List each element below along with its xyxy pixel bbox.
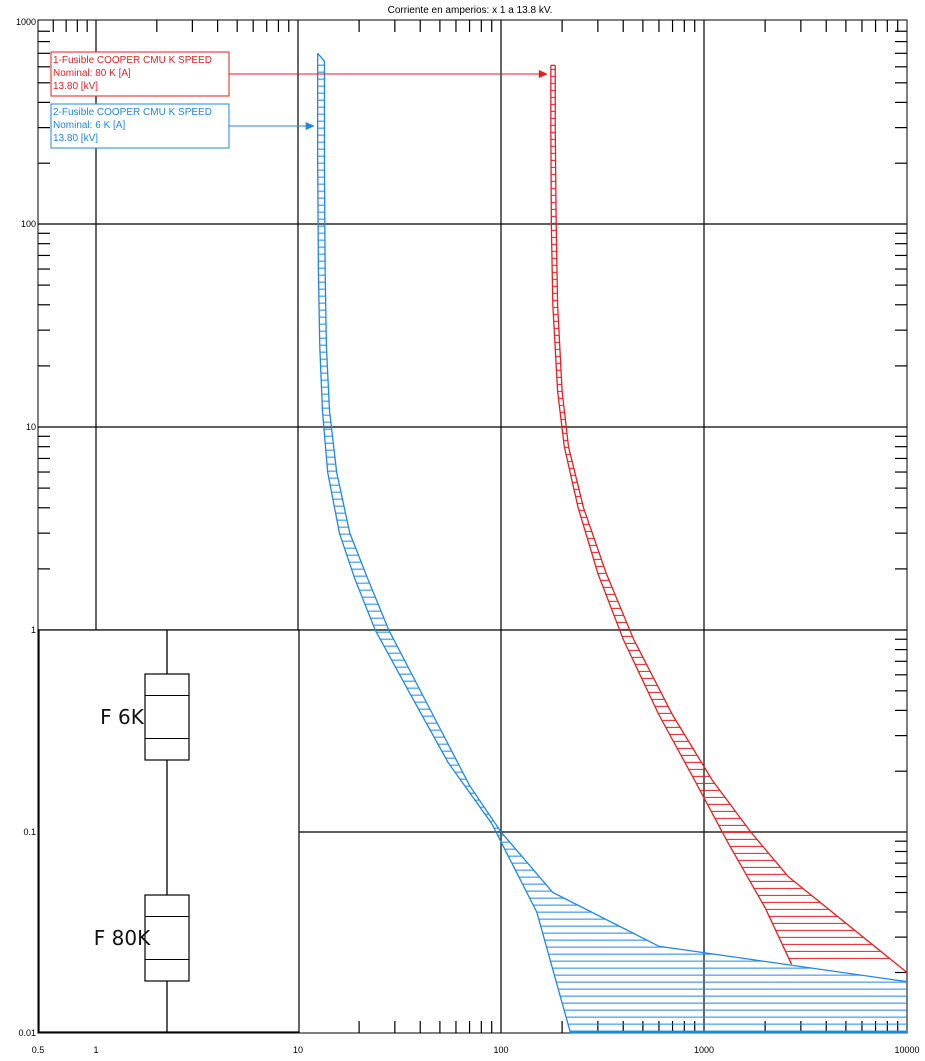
legend-box xyxy=(50,103,230,149)
legend-series-1: 1-Fusible COOPER CMU K SPEED Nominal: 80 … xyxy=(50,51,548,97)
curves xyxy=(317,52,908,1034)
x-tick-label: 10000 xyxy=(894,1045,919,1055)
legend-text-line: 2-Fusible COOPER CMU K SPEED xyxy=(53,107,212,118)
y-tick-label: 10 xyxy=(26,422,36,432)
x-tick-label: 0.5 xyxy=(32,1045,45,1055)
fuse-symbol xyxy=(144,673,190,761)
plot-frame xyxy=(37,19,908,1034)
legend-arrow-head xyxy=(305,122,315,130)
legend-series-2: 2-Fusible COOPER CMU K SPEED Nominal: 6 K… xyxy=(50,103,315,149)
series-2-band xyxy=(317,52,908,1034)
total-clear-curve xyxy=(554,65,908,973)
x-tick-label: 100 xyxy=(493,1045,508,1055)
legend-text-line: 13.80 [kV] xyxy=(53,133,98,144)
min-melt-curve xyxy=(317,53,572,1034)
legend-arrow-head xyxy=(538,70,548,78)
single-line-diagram-inset: F 6K F 80K xyxy=(38,629,300,1033)
legend-text-line: 13.80 [kV] xyxy=(53,81,98,92)
x-tick-label: 1 xyxy=(93,1045,98,1055)
fuse-label: F 6K xyxy=(100,705,145,729)
chart-title: Corriente en amperios: x 1 a 13.8 kV. xyxy=(388,5,553,16)
legend-box xyxy=(50,51,230,97)
fuse-label: F 80K xyxy=(94,926,151,950)
x-tick-label: 10 xyxy=(293,1045,303,1055)
y-tick-label: 0.01 xyxy=(18,1028,36,1038)
series-1-band xyxy=(550,64,908,973)
legend-text-line: Nominal: 80 K [A] xyxy=(53,68,131,79)
y-tick-label: 0.1 xyxy=(23,827,36,837)
y-tick-label: 100 xyxy=(21,219,36,229)
legend-text-line: 1-Fusible COOPER CMU K SPEED xyxy=(53,55,212,66)
fuse-symbol xyxy=(144,894,190,982)
min-melt-curve xyxy=(550,65,793,965)
curve-cap xyxy=(317,52,325,62)
axis-labels: 0.5 1 10 100 1000 10000 0.01 0.1 1 10 100 1000 xyxy=(16,17,920,1055)
y-tick-label: 1 xyxy=(31,625,36,635)
total-clear-curve xyxy=(323,61,908,983)
legend: 1-Fusible COOPER CMU K SPEED Nominal: 80 … xyxy=(50,51,548,149)
y-tick-label: 1000 xyxy=(16,17,36,27)
x-tick-label: 1000 xyxy=(694,1045,714,1055)
legend-text-line: Nominal: 6 K [A] xyxy=(53,120,125,131)
